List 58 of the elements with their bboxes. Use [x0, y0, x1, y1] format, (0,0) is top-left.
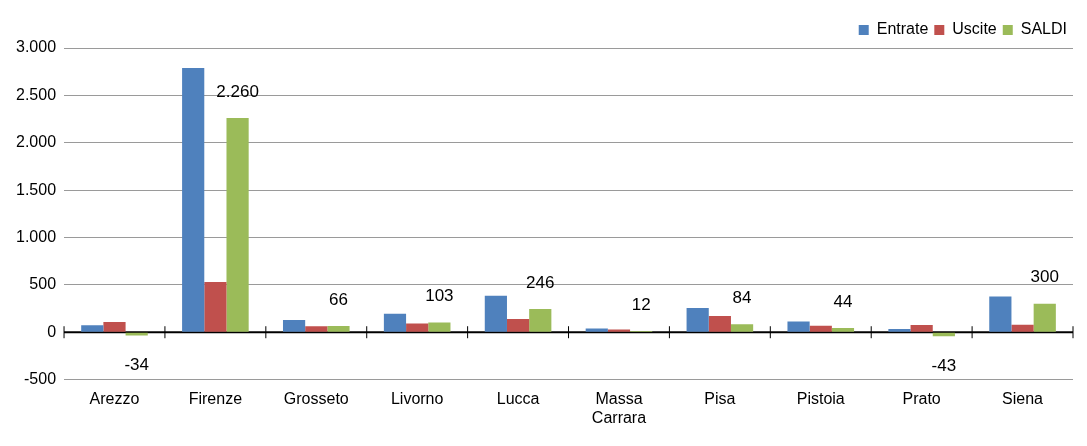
bar	[910, 324, 933, 332]
legend-label: Entrate	[876, 20, 929, 38]
bar	[484, 295, 507, 332]
y-tick-label: 2.500	[15, 85, 57, 103]
data-label: 246	[526, 272, 555, 292]
data-label: 300	[1030, 267, 1059, 287]
bar	[182, 67, 205, 332]
x-tick-label: Lucca	[496, 389, 540, 407]
bar	[529, 308, 552, 332]
y-tick-label: 1.000	[15, 227, 57, 245]
bar	[888, 329, 911, 332]
x-tick-label: Massa Carrara	[591, 389, 647, 426]
bar	[730, 324, 754, 332]
bar	[787, 321, 810, 332]
bar	[383, 313, 407, 332]
bar	[226, 118, 249, 332]
x-tick-label: Grosseto	[283, 389, 349, 407]
bar	[585, 328, 608, 332]
y-tick-label: 0	[47, 322, 57, 340]
y-tick-label: 2.000	[15, 133, 57, 151]
x-tick-label: Arezzo	[89, 389, 140, 407]
data-label: -43	[931, 355, 957, 375]
bar	[406, 323, 429, 332]
x-tick-label: Livorno	[390, 389, 444, 407]
data-label: 103	[425, 286, 454, 306]
legend-label: Uscite	[952, 20, 997, 38]
bar	[428, 322, 451, 332]
x-tick-label: Pistoia	[796, 389, 845, 407]
bar	[327, 325, 350, 332]
bar	[708, 315, 731, 332]
x-tick-label: Pisa	[704, 389, 736, 407]
x-tick-label: Firenze	[188, 389, 243, 407]
data-label: 66	[329, 289, 348, 309]
bar	[506, 318, 530, 332]
legend-label: SALDI	[1020, 20, 1068, 38]
data-label: 2.260	[216, 81, 259, 101]
bar	[686, 307, 709, 332]
bar	[1011, 324, 1034, 332]
data-label: 84	[732, 287, 752, 307]
bar	[607, 329, 631, 332]
data-label: 44	[833, 291, 853, 311]
bar	[103, 322, 126, 332]
data-label: 12	[631, 294, 651, 314]
bar	[831, 328, 855, 332]
x-tick-label: Prato	[902, 389, 941, 407]
bar	[1033, 303, 1056, 332]
bar	[81, 325, 104, 332]
y-tick-label: 3.000	[15, 38, 57, 56]
y-tick-label: 500	[29, 275, 57, 293]
y-tick-label: -500	[24, 370, 57, 388]
x-tick-label: Siena	[1002, 389, 1044, 407]
bar	[989, 296, 1012, 332]
bar	[282, 319, 306, 332]
y-tick-label: 1.500	[15, 180, 57, 198]
bar	[204, 282, 227, 332]
bar	[809, 325, 832, 332]
data-label: -34	[124, 355, 149, 375]
bar	[305, 326, 328, 332]
